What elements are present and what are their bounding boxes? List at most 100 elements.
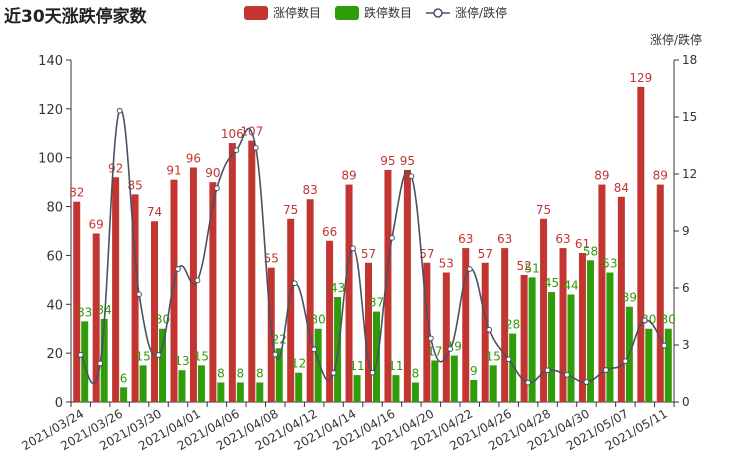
ratio-point <box>427 335 434 342</box>
ratio-point <box>350 245 356 252</box>
y-left-tick-label: 100 <box>38 152 63 167</box>
bar-up <box>73 201 81 402</box>
ratio-point <box>661 342 668 349</box>
bar-down <box>217 382 225 402</box>
bar-down <box>353 375 361 402</box>
data-label-down: 45 <box>544 276 559 290</box>
bar-up <box>559 248 567 402</box>
ratio-point <box>311 346 318 353</box>
bar-down <box>567 294 575 402</box>
data-label-down: 8 <box>412 366 420 380</box>
ratio-point <box>116 107 123 114</box>
data-label-down: 15 <box>486 349 501 363</box>
bar-down <box>139 365 147 402</box>
bar-down <box>256 382 264 402</box>
data-label-up: 89 <box>653 169 668 183</box>
ratio-point <box>369 369 376 376</box>
bar-up <box>306 199 314 402</box>
bar-down <box>197 365 205 402</box>
data-label-up: 82 <box>69 186 84 200</box>
bar-up <box>578 252 586 402</box>
data-label-down: 39 <box>622 291 637 305</box>
data-label-down: 30 <box>311 313 326 327</box>
data-label-up: 57 <box>419 247 434 261</box>
y-left-tick-label: 60 <box>46 249 63 264</box>
data-label-up: 63 <box>555 232 570 246</box>
y-right-tick-label: 15 <box>682 110 697 124</box>
data-label-up: 63 <box>458 232 473 246</box>
bar-down <box>548 292 556 402</box>
bar-up <box>637 86 645 402</box>
bar-up <box>520 274 528 402</box>
data-label-up: 89 <box>594 169 609 183</box>
legend-label-down: 跌停数目 <box>364 6 413 20</box>
data-label-up: 61 <box>575 237 590 251</box>
data-label-up: 66 <box>322 225 337 239</box>
data-label-up: 83 <box>303 183 318 197</box>
data-label-up: 89 <box>341 169 356 183</box>
ratio-point <box>97 360 104 367</box>
ratio-point <box>389 234 395 241</box>
ratio-point <box>77 351 84 358</box>
data-label-down: 13 <box>174 354 189 368</box>
data-label-up: 57 <box>361 247 376 261</box>
bar-up <box>598 184 606 402</box>
data-label-down: 30 <box>661 313 676 327</box>
ratio-point <box>505 356 512 363</box>
chart-title: 近30天涨跌停家数 <box>4 7 147 27</box>
data-label-down: 51 <box>524 261 539 275</box>
bar-down <box>450 355 458 402</box>
legend-line-ratio-icon <box>426 7 451 18</box>
y-right-tick-label: 12 <box>682 167 697 181</box>
data-label-down: 8 <box>256 366 264 380</box>
bar-up <box>92 233 100 402</box>
bar-up <box>501 248 509 402</box>
legend-item-down[interactable]: 跌停数目 <box>335 4 412 21</box>
right-axis-title: 涨停/跌停 <box>650 32 702 47</box>
data-label-down: 15 <box>194 349 209 363</box>
bar-down <box>528 277 536 402</box>
data-label-up: 55 <box>264 252 279 266</box>
data-label-down: 58 <box>583 244 598 258</box>
y-left-tick-label: 80 <box>46 201 63 216</box>
data-label-down: 44 <box>563 279 578 293</box>
y-right-tick-label: 3 <box>682 338 690 352</box>
data-label-down: 43 <box>330 281 345 295</box>
ratio-point <box>252 144 259 151</box>
y-left-tick-label: 140 <box>38 54 63 69</box>
bar-down <box>411 382 419 402</box>
data-label-up: 75 <box>536 203 551 217</box>
bar-up <box>481 262 489 402</box>
y-left-tick-label: 20 <box>46 347 63 362</box>
data-label-up: 85 <box>127 178 142 192</box>
bar-up <box>228 143 236 403</box>
bar-up <box>287 218 295 402</box>
data-label-up: 63 <box>497 232 512 246</box>
data-label-up: 53 <box>439 257 454 271</box>
ratio-point <box>175 266 181 272</box>
data-label-down: 28 <box>505 318 520 332</box>
bar-down <box>159 328 167 402</box>
y-right-tick-label: 9 <box>682 224 690 238</box>
bar-up <box>617 196 625 402</box>
y-right-tick-label: 18 <box>682 53 697 67</box>
legend-label-ratio: 涨停/跌停 <box>455 6 508 20</box>
ratio-point <box>447 346 454 352</box>
bar-down <box>81 321 89 402</box>
bar-up <box>131 194 139 402</box>
legend-item-ratio[interactable]: 涨停/跌停 <box>426 4 507 21</box>
bar-down <box>236 382 244 402</box>
bar-up <box>345 184 353 402</box>
ratio-point <box>233 147 240 154</box>
bar-up <box>170 179 178 402</box>
bar-down <box>509 333 517 402</box>
legend-item-up[interactable]: 涨停数目 <box>244 4 321 21</box>
bar-up <box>209 182 217 402</box>
bar-up <box>442 272 450 402</box>
ratio-point <box>194 277 201 284</box>
data-label-up: 52 <box>516 259 531 273</box>
bar-up <box>248 140 256 402</box>
data-label-down: 12 <box>291 357 306 371</box>
bar-down <box>295 372 303 402</box>
data-label-down: 11 <box>388 359 403 373</box>
